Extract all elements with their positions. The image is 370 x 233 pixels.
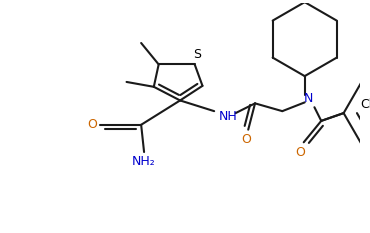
Text: Cl: Cl <box>360 98 370 111</box>
Text: N: N <box>304 92 313 105</box>
Text: O: O <box>88 118 97 131</box>
Text: NH: NH <box>219 110 238 123</box>
Text: O: O <box>241 133 251 146</box>
Text: S: S <box>193 48 201 61</box>
Text: NH₂: NH₂ <box>132 155 156 168</box>
Text: O: O <box>295 146 305 158</box>
